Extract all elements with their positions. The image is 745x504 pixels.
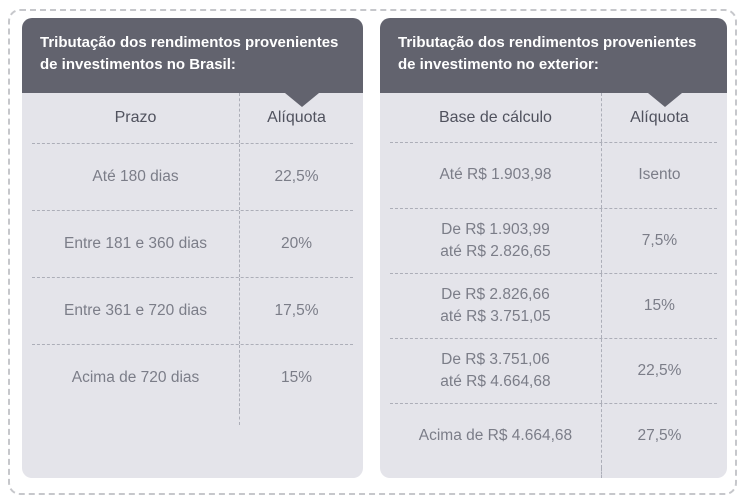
brazil-tax-table-title: Tributação dos rendimentos provenientes …: [40, 34, 339, 73]
aliquota-cell: 7,5%: [600, 208, 717, 273]
aliquota-cell: 15%: [239, 345, 353, 411]
base-cell-line: até R$ 2.826,65: [440, 242, 551, 260]
base-cell-line: Até R$ 1.903,98: [439, 166, 552, 184]
base-cell-line: até R$ 4.664,68: [440, 372, 551, 390]
base-cell: De R$ 2.826,66 até R$ 3.751,05: [390, 274, 601, 338]
brazil-tax-table: Tributação dos rendimentos provenientes …: [22, 18, 363, 478]
column-header-base-de-calculo: Base de cálculo: [438, 108, 552, 126]
column-header-aliquota: Alíquota: [600, 93, 717, 143]
aliquota-cell: Isento: [600, 143, 717, 208]
brazil-tax-table-body: Prazo Alíquota Até 180 dias 22,5% Entre …: [22, 93, 363, 478]
table-row: Até R$ 1.903,98 Isento: [390, 142, 717, 208]
divider-tail: [239, 411, 241, 425]
panels-container: Tributação dos rendimentos provenientes …: [22, 18, 727, 478]
prazo-cell: Entre 181 e 360 dias: [63, 235, 208, 252]
column-header-prazo: Prazo: [114, 109, 157, 126]
column-header-row: Prazo Alíquota: [32, 93, 353, 143]
prazo-cell: Entre 361 e 720 dias: [63, 302, 208, 319]
table-row: De R$ 3.751,06 até R$ 4.664,68 22,5%: [390, 337, 717, 403]
divider-tail: [600, 468, 602, 478]
aliquota-cell: 20%: [239, 211, 353, 277]
table-row: De R$ 1.903,99 até R$ 2.826,65 7,5%: [390, 207, 717, 273]
table-row: Entre 181 e 360 dias 20%: [32, 210, 353, 277]
pointer-down-icon: [284, 93, 319, 107]
prazo-cell: Até 180 dias: [92, 168, 179, 185]
exterior-tax-table-header: Tributação dos rendimentos provenientes …: [380, 18, 727, 93]
base-cell: Até R$ 1.903,98: [390, 143, 601, 207]
base-cell-line: Acima de R$ 4.664,68: [418, 427, 573, 445]
base-cell-line: De R$ 2.826,66: [441, 285, 550, 303]
aliquota-cell: 17,5%: [239, 278, 353, 344]
aliquota-cell: 22,5%: [600, 338, 717, 403]
exterior-tax-table-body: Base de cálculo Alíquota Até R$ 1.903,98…: [380, 93, 727, 478]
table-row: De R$ 2.826,66 até R$ 3.751,05 15%: [390, 272, 717, 338]
base-cell-line: De R$ 3.751,06: [441, 350, 550, 368]
base-cell: De R$ 3.751,06 até R$ 4.664,68: [390, 339, 601, 403]
brazil-tax-table-header: Tributação dos rendimentos provenientes …: [22, 18, 363, 93]
base-cell: De R$ 1.903,99 até R$ 2.826,65: [390, 209, 601, 273]
table-row: Acima de R$ 4.664,68 27,5%: [390, 402, 717, 469]
prazo-cell: Acima de 720 dias: [71, 369, 200, 386]
table-row: Entre 361 e 720 dias 17,5%: [32, 277, 353, 344]
aliquota-cell: 15%: [600, 273, 717, 338]
pointer-down-icon: [647, 93, 682, 107]
column-header-row: Base de cálculo Alíquota: [390, 93, 717, 143]
base-cell: Acima de R$ 4.664,68: [390, 404, 601, 468]
base-cell-line: De R$ 1.903,99: [441, 220, 550, 238]
aliquota-cell: 22,5%: [239, 144, 353, 210]
table-row: Até 180 dias 22,5%: [32, 143, 353, 210]
base-cell-line: até R$ 3.751,05: [440, 307, 551, 325]
aliquota-cell: 27,5%: [600, 403, 717, 469]
exterior-tax-table: Tributação dos rendimentos provenientes …: [380, 18, 727, 478]
exterior-tax-table-title: Tributação dos rendimentos provenientes …: [398, 34, 697, 73]
column-header-aliquota: Alíquota: [239, 93, 353, 143]
table-row: Acima de 720 dias 15%: [32, 344, 353, 411]
